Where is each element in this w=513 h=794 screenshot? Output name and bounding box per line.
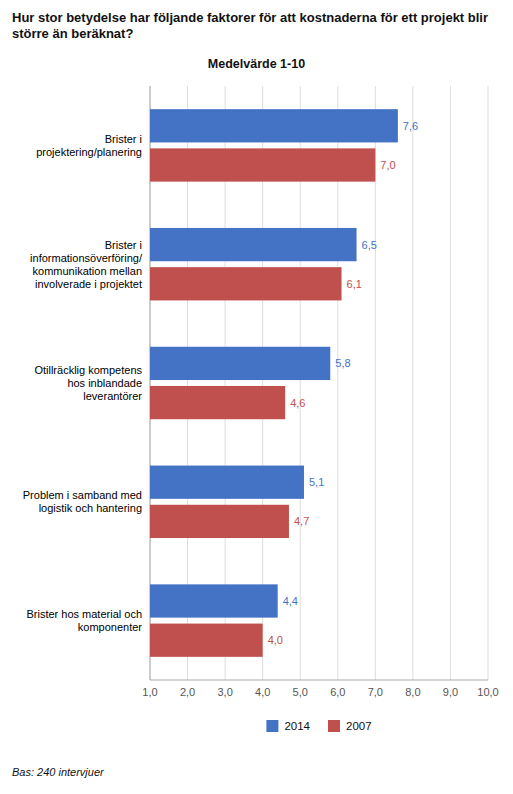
legend-item: 2007 — [328, 720, 372, 732]
x-axis: 1,0 2,0 3,0 4,0 5,0 6,0 7,0 8,0 9,0 10,0 — [142, 86, 498, 698]
tick-label: 10,0 — [477, 686, 498, 698]
data-label: 6,5 — [362, 239, 377, 251]
data-label: 5,8 — [335, 357, 350, 369]
tick-label: 4,0 — [255, 686, 270, 698]
data-label: 6,1 — [347, 278, 362, 290]
bar — [150, 267, 342, 300]
tick-label: 2,0 — [180, 686, 195, 698]
category-label: Brister iprojektering/planering — [36, 133, 142, 158]
legend-label: 2014 — [284, 720, 310, 732]
bars — [150, 109, 398, 657]
title: Hur stor betydelse har följande faktorer… — [12, 10, 488, 41]
bar — [150, 584, 278, 617]
category-label-line: kommunikation mellan — [33, 265, 142, 277]
grid-line — [450, 86, 451, 680]
legend-label: 2007 — [346, 720, 372, 732]
bar — [150, 624, 263, 657]
category-label-line: logistik och hantering — [39, 502, 142, 514]
category-label-line: Otillräcklig kompetens — [34, 364, 142, 376]
category-labels: Brister iprojektering/planeringBrister i… — [23, 133, 143, 633]
category-label-line: hos inblandade — [67, 377, 142, 389]
footnote: Bas: 240 intervjuer — [12, 766, 105, 778]
tick-label: 6,0 — [330, 686, 345, 698]
tick-label: 8,0 — [405, 686, 420, 698]
legend: 2014 2007 — [266, 720, 371, 732]
bar — [150, 347, 330, 380]
tick-label: 1,0 — [142, 686, 157, 698]
bar — [150, 466, 304, 499]
data-labels: 7,6 7,0 6,5 6,1 5,8 4,6 5,1 4,7 4,4 4,0 — [268, 120, 418, 646]
category-label-line: Brister hos material och — [26, 608, 142, 620]
category-label-line: leverantörer — [83, 390, 142, 402]
data-label: 7,6 — [403, 120, 418, 132]
subtitle: Medelvärde 1-10 — [208, 57, 305, 71]
category-label: Problem i samband medlogistik och hanter… — [23, 489, 142, 514]
data-label: 5,1 — [309, 476, 324, 488]
grid-line — [412, 86, 413, 680]
bar — [150, 228, 357, 261]
background — [0, 0, 513, 794]
bar — [150, 109, 398, 142]
tick-label: 9,0 — [443, 686, 458, 698]
category-label-line: Brister i — [105, 133, 142, 145]
bar — [150, 148, 375, 181]
legend-swatch — [266, 720, 278, 732]
grid-line — [488, 86, 489, 680]
category-label-line: Brister i — [105, 239, 142, 251]
tick-label: 3,0 — [217, 686, 232, 698]
bar — [150, 505, 289, 538]
grid — [150, 86, 488, 680]
category-label-line: informationsöverföring/ — [30, 252, 143, 264]
category-label: Otillräcklig kompetenshos inblandadeleve… — [34, 364, 142, 402]
data-label: 4,6 — [290, 397, 305, 409]
category-label: Brister iinformationsöverföring/kommunik… — [30, 239, 143, 290]
category-label-line: involverade i projektet — [35, 278, 142, 290]
title-line: Hur stor betydelse har följande faktorer… — [12, 10, 488, 25]
data-label: 4,7 — [294, 515, 309, 527]
x-axis-line — [150, 680, 488, 681]
category-label-line: Problem i samband med — [23, 489, 142, 501]
title-line: större än beräknat? — [12, 26, 133, 41]
chart: Hur stor betydelse har följande faktorer… — [0, 0, 513, 794]
data-label: 4,4 — [283, 595, 298, 607]
tick-label: 5,0 — [293, 686, 308, 698]
data-label: 4,0 — [268, 634, 283, 646]
category-label-line: projektering/planering — [36, 146, 142, 158]
category-label: Brister hos material ochkomponenter — [26, 608, 142, 633]
legend-item: 2014 — [266, 720, 310, 732]
tick-label: 7,0 — [368, 686, 383, 698]
legend-swatch — [328, 720, 340, 732]
bar — [150, 386, 285, 419]
category-label-line: komponenter — [78, 621, 143, 633]
data-label: 7,0 — [380, 159, 395, 171]
